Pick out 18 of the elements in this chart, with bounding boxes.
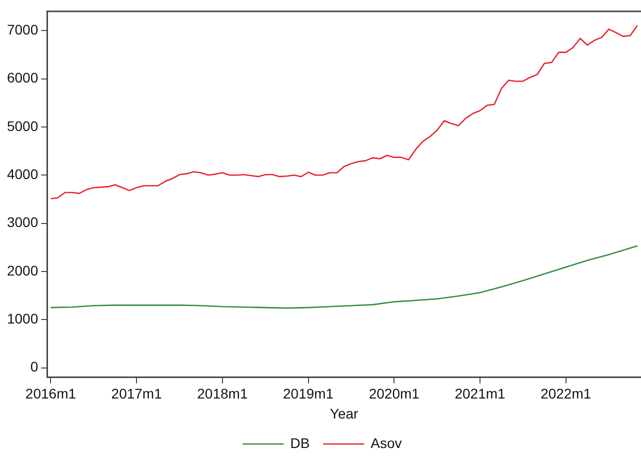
x-axis-title: Year xyxy=(330,405,359,422)
y-tick-label: 2000 xyxy=(6,262,38,278)
x-tick-label: 2016m1 xyxy=(25,386,76,402)
y-tick-label: 0 xyxy=(30,358,38,375)
y-tick-label: 4000 xyxy=(6,166,38,182)
x-tick-label: 2017m1 xyxy=(111,386,162,402)
x-tick-label: 2019m1 xyxy=(283,386,334,402)
y-tick-label: 6000 xyxy=(6,70,38,86)
y-tick-label: 5000 xyxy=(6,118,38,134)
y-tick-label: 3000 xyxy=(6,214,38,230)
x-tick-label: 2021m1 xyxy=(454,386,506,402)
legend-label: DB xyxy=(290,434,310,451)
legend-label: Asov xyxy=(370,434,402,451)
x-tick-label: 2022m1 xyxy=(540,386,592,402)
x-tick-label: 2020m1 xyxy=(368,386,420,402)
y-tick-label: 7000 xyxy=(6,22,38,38)
x-tick-label: 2018m1 xyxy=(197,386,248,402)
y-tick-label: 1000 xyxy=(6,310,38,326)
